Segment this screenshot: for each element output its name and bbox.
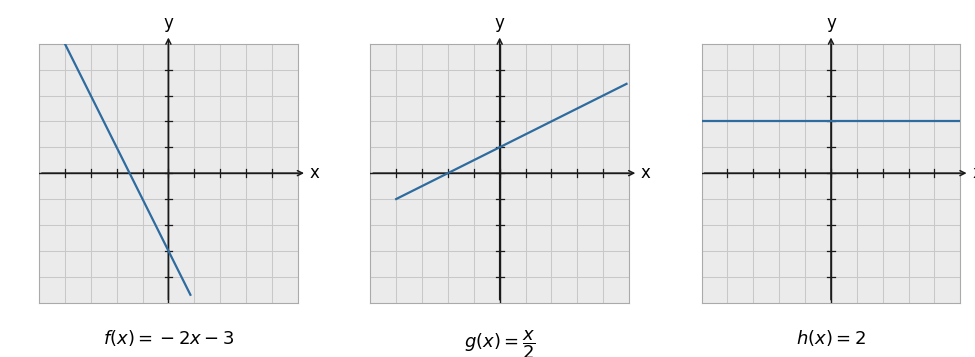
Text: y: y xyxy=(494,14,505,32)
Text: $g(x) = \dfrac{x}{2}$: $g(x) = \dfrac{x}{2}$ xyxy=(464,328,535,357)
Text: $h(x) = 2$: $h(x) = 2$ xyxy=(796,328,866,348)
Text: x: x xyxy=(309,164,320,182)
Text: $f(x) = -2x - 3$: $f(x) = -2x - 3$ xyxy=(102,328,234,348)
Text: x: x xyxy=(641,164,650,182)
Text: y: y xyxy=(826,14,836,32)
Text: x: x xyxy=(972,164,975,182)
Text: y: y xyxy=(164,14,174,32)
